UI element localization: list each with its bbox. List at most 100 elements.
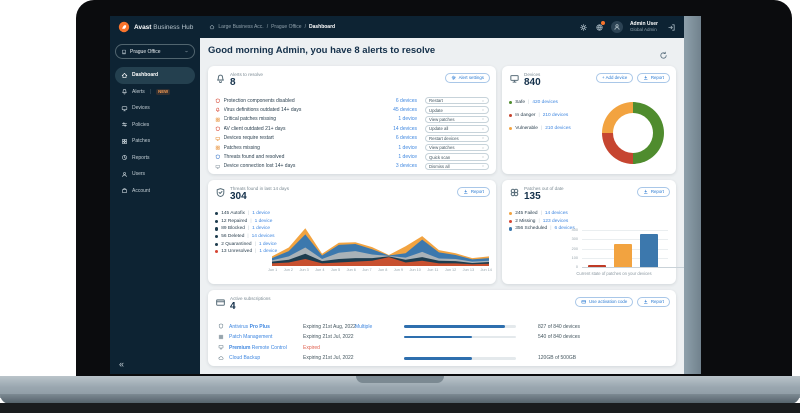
chevron-down-icon bbox=[481, 155, 485, 159]
subscription-name-link[interactable]: Antivirus Pro Plus bbox=[229, 323, 270, 330]
subscription-list: Antivirus Pro Plus Expiring 21st Aug, 202… bbox=[218, 321, 668, 363]
sidebar-item-label: Reports bbox=[132, 154, 150, 161]
legend-separator: | bbox=[247, 226, 250, 232]
legend-devices-link[interactable]: 1 device bbox=[252, 226, 271, 232]
legend-separator: | bbox=[540, 126, 543, 131]
user-block[interactable]: Admin User Global Admin bbox=[630, 21, 658, 32]
user-role: Global Admin bbox=[629, 27, 657, 33]
x-tick-label: Jun 6 bbox=[346, 268, 356, 272]
laptop-base bbox=[0, 376, 800, 398]
legend-devices-link[interactable]: 210 devices bbox=[542, 113, 569, 118]
legend-dot bbox=[215, 250, 219, 254]
legend-devices-link[interactable]: 210 devices bbox=[545, 126, 571, 131]
sidebar-item-patches[interactable]: Patches bbox=[115, 133, 195, 150]
gridline bbox=[582, 230, 668, 231]
sidebar-item-label: Devices bbox=[132, 105, 150, 112]
subscription-name-link[interactable]: Patch Management bbox=[229, 334, 273, 341]
alert-devices-link[interactable]: 6 devices bbox=[395, 135, 417, 142]
alert-action-select[interactable]: View patches bbox=[425, 143, 489, 152]
alert-list: Protection components disabled 6 devices R… bbox=[215, 96, 489, 171]
sidebar-item-label: Account bbox=[132, 187, 151, 194]
legend-separator: | bbox=[538, 113, 540, 118]
download-icon bbox=[643, 299, 649, 305]
legend-devices-link[interactable]: 1 device bbox=[254, 218, 273, 224]
alert-devices-link[interactable]: 3 devices bbox=[395, 163, 417, 170]
logout-icon[interactable] bbox=[667, 23, 676, 32]
alert-devices-link[interactable]: 14 devices bbox=[393, 125, 417, 132]
breadcrumb-separator: / bbox=[304, 24, 306, 30]
org-selector[interactable]: Prague Office bbox=[115, 44, 195, 59]
subscriptions-report-button[interactable]: Report bbox=[637, 297, 670, 307]
alert-devices-link[interactable]: 1 device bbox=[398, 154, 417, 161]
sidebar-item-users[interactable]: Users bbox=[115, 166, 195, 183]
breadcrumb-item[interactable]: Dashboard bbox=[308, 24, 336, 30]
sidebar-item-reports[interactable]: Reports bbox=[115, 150, 195, 167]
sidebar-item-dashboard[interactable]: Dashboard bbox=[115, 67, 195, 84]
devices-card-header: Devices 840 bbox=[509, 72, 541, 89]
alert-settings-button[interactable]: Alert settings bbox=[445, 73, 490, 83]
legend-devices-link[interactable]: 6 devices bbox=[554, 226, 575, 232]
bell-icon bbox=[215, 73, 226, 84]
avast-logo-icon bbox=[118, 21, 130, 33]
breadcrumb-separator: / bbox=[266, 24, 269, 30]
collapse-sidebar-icon[interactable]: « bbox=[119, 359, 125, 369]
alert-action-select[interactable]: Restart bbox=[425, 97, 489, 105]
alert-devices-link[interactable]: 45 devices bbox=[393, 107, 417, 114]
patches-report-button[interactable]: Report bbox=[637, 187, 670, 197]
home-icon[interactable] bbox=[209, 24, 215, 30]
settings-gear-icon[interactable] bbox=[579, 23, 588, 32]
sidebar-item-devices[interactable]: Devices bbox=[115, 100, 195, 117]
legend-devices-link[interactable]: 123 devices bbox=[542, 218, 569, 224]
alert-devices-link[interactable]: 1 device bbox=[398, 116, 417, 123]
legend-devices-link[interactable]: 1 device bbox=[252, 211, 271, 217]
screen: Avast Business Hub Large Business Acc. / P… bbox=[110, 16, 684, 374]
avatar[interactable] bbox=[610, 21, 623, 33]
devices-count: 840 bbox=[524, 77, 541, 88]
legend-devices-link[interactable]: 14 devices bbox=[251, 234, 275, 240]
user-icon bbox=[121, 171, 128, 178]
shield-icon bbox=[218, 323, 224, 329]
alert-action-select[interactable]: Update bbox=[425, 106, 489, 114]
legend-devices-link[interactable]: 14 devices bbox=[544, 211, 568, 217]
multiple-link[interactable]: Multiple bbox=[355, 323, 373, 330]
devices-report-button[interactable]: Report bbox=[637, 73, 670, 83]
subscription-name-link[interactable]: Cloud Backup bbox=[229, 355, 261, 362]
usage-progress-fill bbox=[404, 325, 505, 328]
sidebar-item-label: Policies bbox=[132, 121, 150, 128]
subscription-name-link[interactable]: Premium Remote Control bbox=[229, 344, 287, 351]
monitor-icon bbox=[121, 105, 128, 112]
threats-report-button[interactable]: Report bbox=[457, 187, 490, 197]
alert-action-select[interactable]: Dismiss all bbox=[425, 162, 489, 171]
threats-card-header: Threats found in last 14 days 304 bbox=[215, 186, 289, 203]
sidebar-item-alerts[interactable]: Alerts | NEW bbox=[115, 84, 195, 101]
alert-shield-icon bbox=[215, 98, 221, 104]
alert-action-select[interactable]: Quick scan bbox=[425, 153, 489, 161]
sidebar-item-account[interactable]: Account bbox=[115, 183, 195, 200]
alert-action-select[interactable]: Restart devices bbox=[425, 134, 489, 142]
refresh-icon[interactable] bbox=[659, 51, 668, 60]
notifications-icon[interactable] bbox=[595, 21, 606, 32]
legend-devices-link[interactable]: 420 devices bbox=[532, 100, 558, 105]
breadcrumb-item[interactable]: Large Business Acc. bbox=[218, 24, 264, 30]
sidebar-item-policies[interactable]: Policies bbox=[115, 117, 195, 134]
alert-action-label: Dismiss all bbox=[429, 163, 450, 169]
subscription-usage: 540 of 840 devices bbox=[538, 334, 580, 341]
legend-devices-link[interactable]: 1 device bbox=[259, 249, 278, 255]
legend-dot bbox=[215, 234, 219, 239]
alert-devices-link[interactable]: 6 devices bbox=[395, 97, 417, 104]
alert-shield-icon bbox=[215, 126, 221, 132]
chevron-down-icon bbox=[481, 127, 485, 131]
alert-devices-link[interactable]: 1 device bbox=[398, 144, 417, 151]
breadcrumb-item[interactable]: Prague Office bbox=[271, 24, 302, 30]
legend-devices-link[interactable]: 1 device bbox=[258, 241, 277, 247]
x-tick-label: Jun 7 bbox=[362, 268, 372, 272]
subscription-expiry: Expired bbox=[303, 344, 320, 351]
legend-label: 2 Missing bbox=[515, 218, 536, 224]
scrollbar[interactable] bbox=[684, 16, 701, 374]
alert-action-select[interactable]: Update all bbox=[425, 125, 489, 133]
alert-action-select[interactable]: View patches bbox=[425, 115, 489, 124]
add-device-button[interactable]: + Add device bbox=[596, 73, 634, 83]
use-activation-code-button[interactable]: Use activation code bbox=[575, 297, 634, 307]
usage-progress-fill bbox=[404, 356, 473, 360]
